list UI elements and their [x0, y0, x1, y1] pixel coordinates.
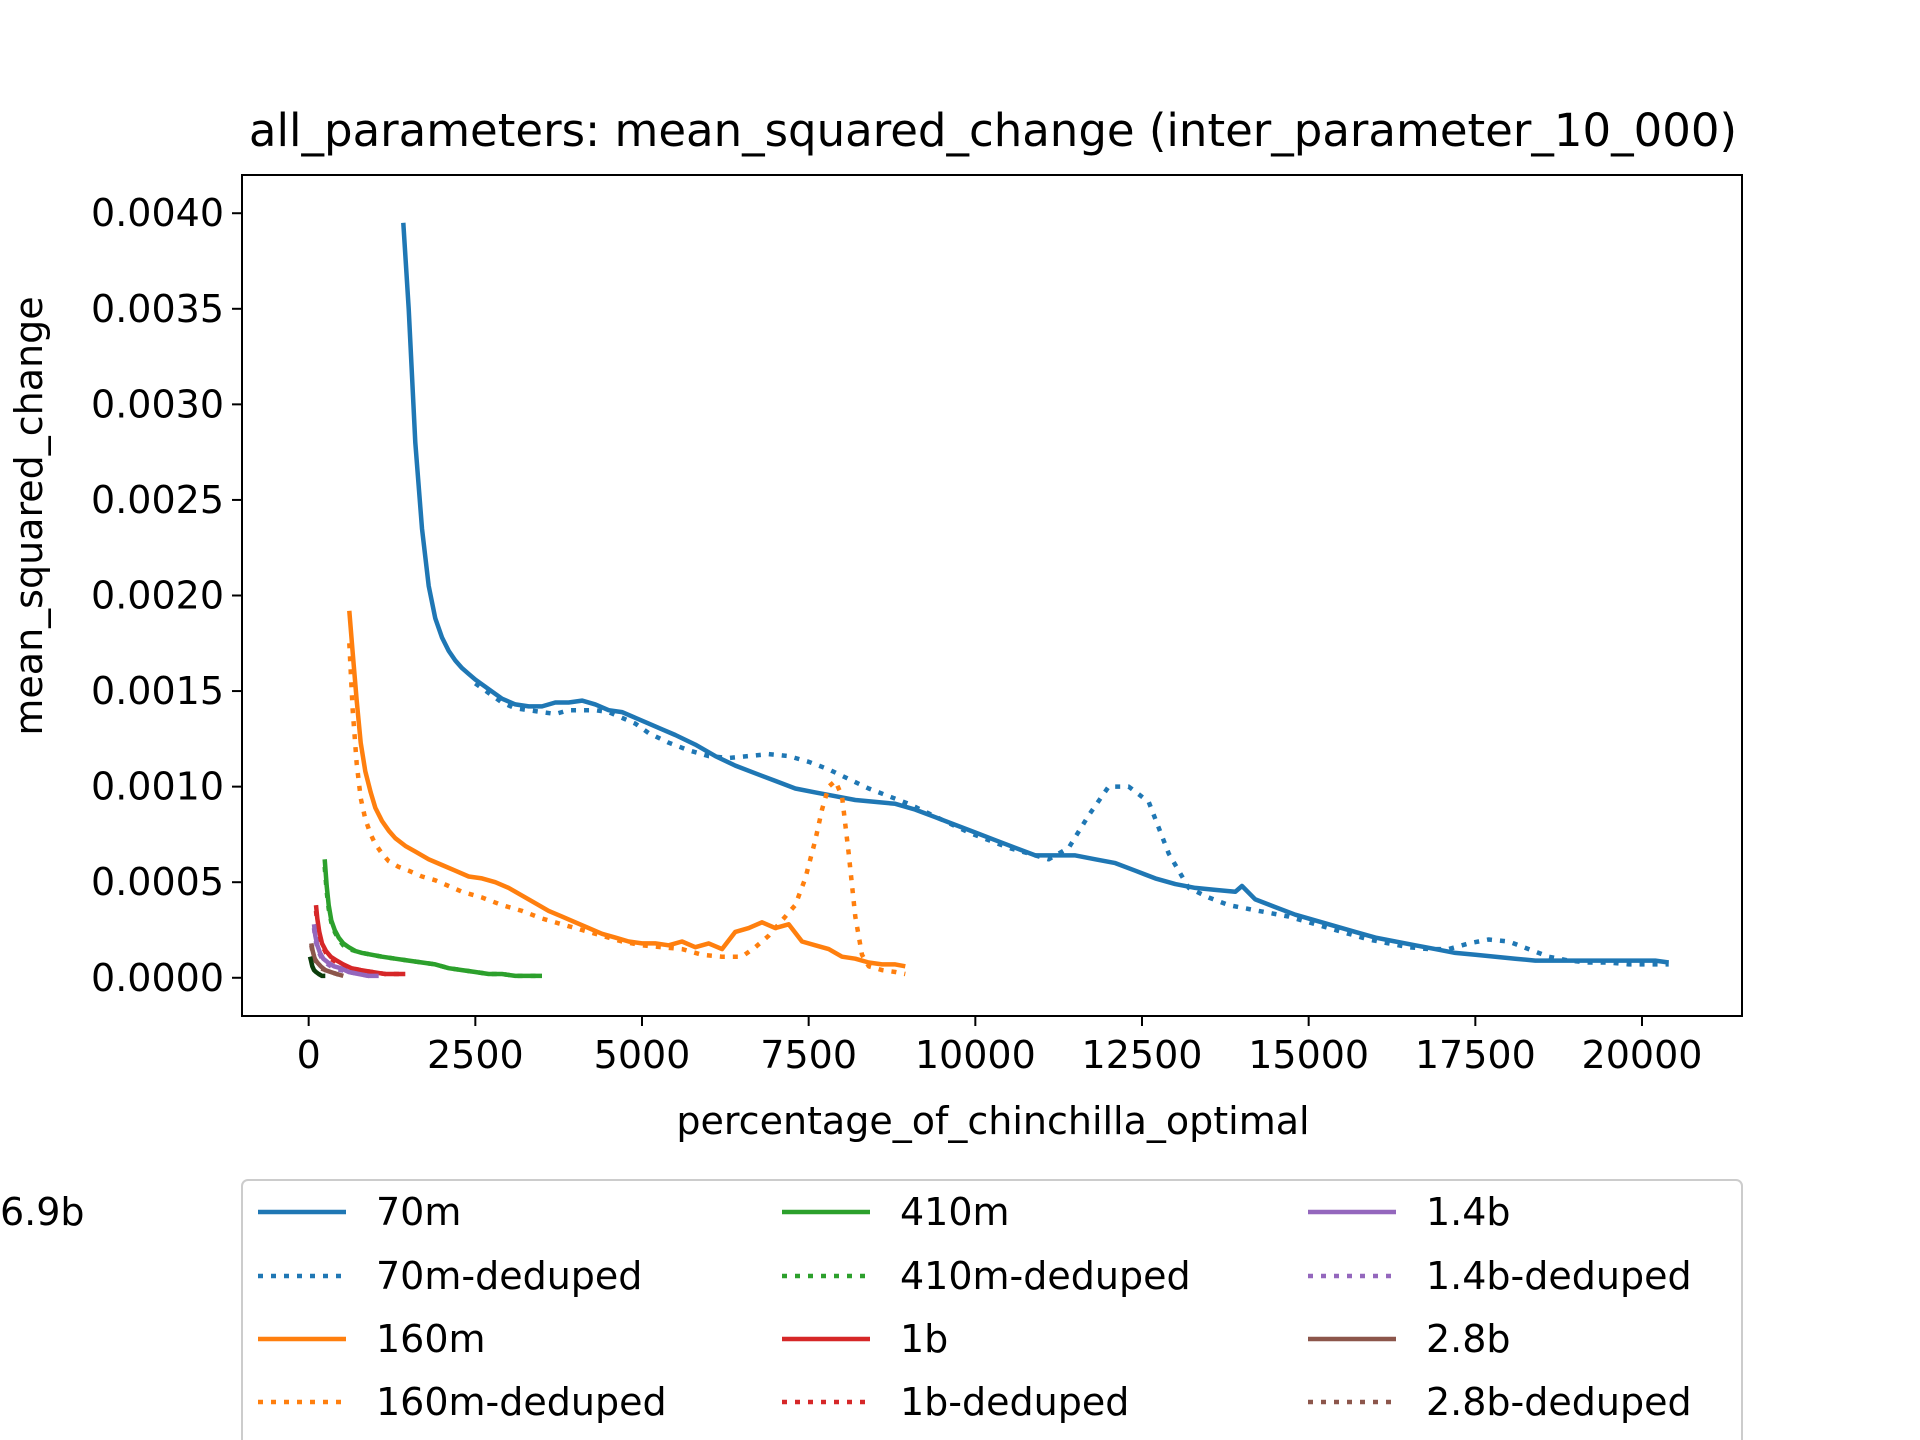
- series-line-1.4b-deduped: [311, 927, 376, 979]
- y-tick-label: 0.0005: [91, 860, 224, 904]
- x-axis: 0 2500 5000 7500 10000 12500 15000 17500 20000: [297, 1016, 1703, 1077]
- legend-item-1b: 1b: [782, 1317, 948, 1361]
- x-tick-label: 5000: [594, 1033, 691, 1077]
- legend-item-2.8b-deduped: 2.8b-deduped: [1308, 1380, 1692, 1424]
- legend-item-410m-deduped: 410m-deduped: [782, 1254, 1191, 1298]
- x-tick-label: 20000: [1582, 1033, 1703, 1077]
- y-axis-label: mean_squared_change: [7, 296, 51, 735]
- legend-frame: [241, 1179, 1743, 1440]
- y-tick-label: 0.0030: [91, 382, 224, 426]
- series-line-6.9b: [307, 956, 326, 979]
- legend-item-70m: 70m: [258, 1190, 461, 1234]
- y-tick-label: 0.0020: [91, 574, 224, 618]
- legend-label: 2.8b: [1426, 1317, 1511, 1361]
- series-line-70m: [401, 222, 1670, 965]
- legend-label: 160m-deduped: [376, 1380, 667, 1424]
- x-tick-label: 2500: [427, 1033, 524, 1077]
- y-tick-label: 0.0015: [91, 669, 224, 713]
- legend-label: 410m: [900, 1190, 1010, 1234]
- x-tick-label: 0: [297, 1033, 321, 1077]
- x-tick-label: 15000: [1248, 1033, 1369, 1077]
- series-line-2.8b-deduped: [309, 944, 343, 979]
- legend-item-1b-deduped: 1b-deduped: [782, 1380, 1129, 1424]
- y-axis: 0.0000 0.0005 0.0010 0.0015 0.0020 0.0025 0.00…: [91, 191, 242, 1000]
- legend-label: 6.9b: [0, 1190, 85, 1234]
- legend-label: 410m-deduped: [900, 1254, 1191, 1298]
- legend-label: 1.4b: [1426, 1190, 1511, 1234]
- plot-area: [241, 174, 1743, 1017]
- x-tick-label: 17500: [1415, 1033, 1536, 1077]
- x-tick-label: 7500: [760, 1033, 857, 1077]
- legend-label: 70m: [376, 1190, 461, 1234]
- legend-item-160m-deduped: 160m-deduped: [258, 1380, 667, 1424]
- x-axis-label: percentage_of_chinchilla_optimal: [676, 1099, 1309, 1143]
- legend-label: 70m-deduped: [376, 1254, 642, 1298]
- legend-item-70m-deduped: 70m-deduped: [258, 1254, 642, 1298]
- legend-label: 1b-deduped: [900, 1380, 1129, 1424]
- x-tick-label: 10000: [915, 1033, 1036, 1077]
- legend-label: 1b: [900, 1317, 948, 1361]
- legend-item-2.8b: 2.8b: [1308, 1317, 1511, 1361]
- legend: 70m 70m-deduped 160m 160m-deduped 410m 410m-d…: [0, 1179, 1743, 1440]
- y-tick-label: 0.0010: [91, 765, 224, 809]
- x-tick-label: 12500: [1082, 1033, 1203, 1077]
- legend-item-410m: 410m: [782, 1190, 1010, 1234]
- legend-item-1.4b-deduped: 1.4b-deduped: [1308, 1254, 1692, 1298]
- series-line-160m: [347, 610, 906, 969]
- legend-label: 160m: [376, 1317, 486, 1361]
- legend-label: 1.4b-deduped: [1426, 1254, 1692, 1298]
- legend-item-160m: 160m: [258, 1317, 486, 1361]
- legend-item-6.9b: 6.9b: [0, 1190, 85, 1234]
- y-tick-label: 0.0000: [91, 956, 224, 1000]
- series-line-1b-deduped: [313, 910, 402, 977]
- legend-item-1.4b: 1.4b: [1308, 1190, 1511, 1234]
- legend-label: 2.8b-deduped: [1426, 1380, 1692, 1424]
- y-tick-label: 0.0025: [91, 478, 224, 522]
- chart-title: all_parameters: mean_squared_change (int…: [249, 104, 1737, 157]
- y-tick-label: 0.0040: [91, 191, 224, 235]
- y-tick-label: 0.0035: [91, 287, 224, 331]
- series-line-160m-deduped: [347, 643, 906, 977]
- series-line-410m: [322, 859, 542, 979]
